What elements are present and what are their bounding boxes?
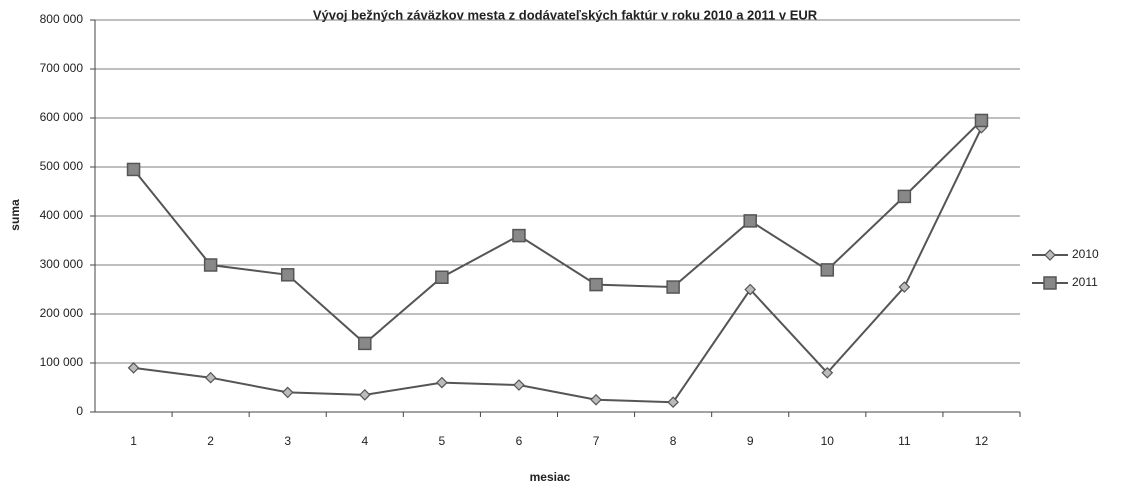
marker — [744, 283, 757, 296]
series-line — [132, 119, 983, 345]
legend-marker — [1044, 249, 1056, 261]
y-tick-label: 0 — [76, 404, 83, 418]
marker — [513, 379, 525, 391]
y-tick-label: 700 000 — [40, 61, 84, 75]
x-tick-label: 11 — [898, 434, 911, 448]
y-tick-label: 100 000 — [40, 355, 84, 369]
chart-title: Vývoj bežných záväzkov mesta z dodávateľ… — [313, 7, 818, 22]
marker — [280, 268, 295, 282]
y-tick-label: 500 000 — [40, 159, 84, 173]
marker — [897, 189, 912, 204]
marker — [436, 376, 448, 389]
x-tick-label: 3 — [284, 434, 291, 448]
y-tick-label: 300 000 — [40, 257, 84, 271]
marker — [435, 270, 449, 284]
y-tick-label: 800 000 — [40, 12, 84, 26]
series-line — [133, 127, 983, 404]
x-tick-label: 6 — [516, 434, 523, 448]
legend-marker — [1043, 276, 1057, 290]
y-tick-label: 600 000 — [40, 110, 84, 124]
y-tick-label: 200 000 — [40, 306, 84, 320]
marker — [974, 113, 989, 128]
marker — [590, 393, 602, 406]
x-tick-label: 10 — [821, 434, 835, 448]
marker — [127, 362, 140, 374]
marker — [204, 371, 217, 384]
marker — [358, 336, 372, 351]
x-axis-title: mesiac — [530, 470, 571, 484]
x-tick-label: 5 — [439, 434, 446, 448]
x-tick-label: 12 — [975, 434, 989, 448]
x-tick-label: 9 — [747, 434, 754, 448]
y-axis-title: suma — [8, 199, 22, 231]
y-tick-label: 400 000 — [40, 208, 84, 222]
marker — [898, 281, 911, 293]
marker — [203, 258, 218, 272]
marker — [126, 162, 141, 177]
marker — [820, 263, 835, 277]
marker — [281, 386, 294, 399]
marker — [512, 228, 526, 243]
x-tick-label: 2 — [207, 434, 214, 448]
x-tick-label: 1 — [130, 434, 137, 448]
marker — [666, 280, 680, 294]
marker — [821, 366, 834, 379]
x-tick-label: 7 — [593, 434, 600, 448]
marker — [358, 389, 371, 401]
legend-label: 2010 — [1072, 247, 1099, 261]
x-tick-label: 8 — [670, 434, 677, 448]
legend-label: 2011 — [1072, 275, 1098, 289]
marker — [667, 396, 679, 409]
marker — [589, 277, 603, 292]
marker — [743, 214, 757, 228]
x-tick-label: 4 — [361, 434, 368, 448]
